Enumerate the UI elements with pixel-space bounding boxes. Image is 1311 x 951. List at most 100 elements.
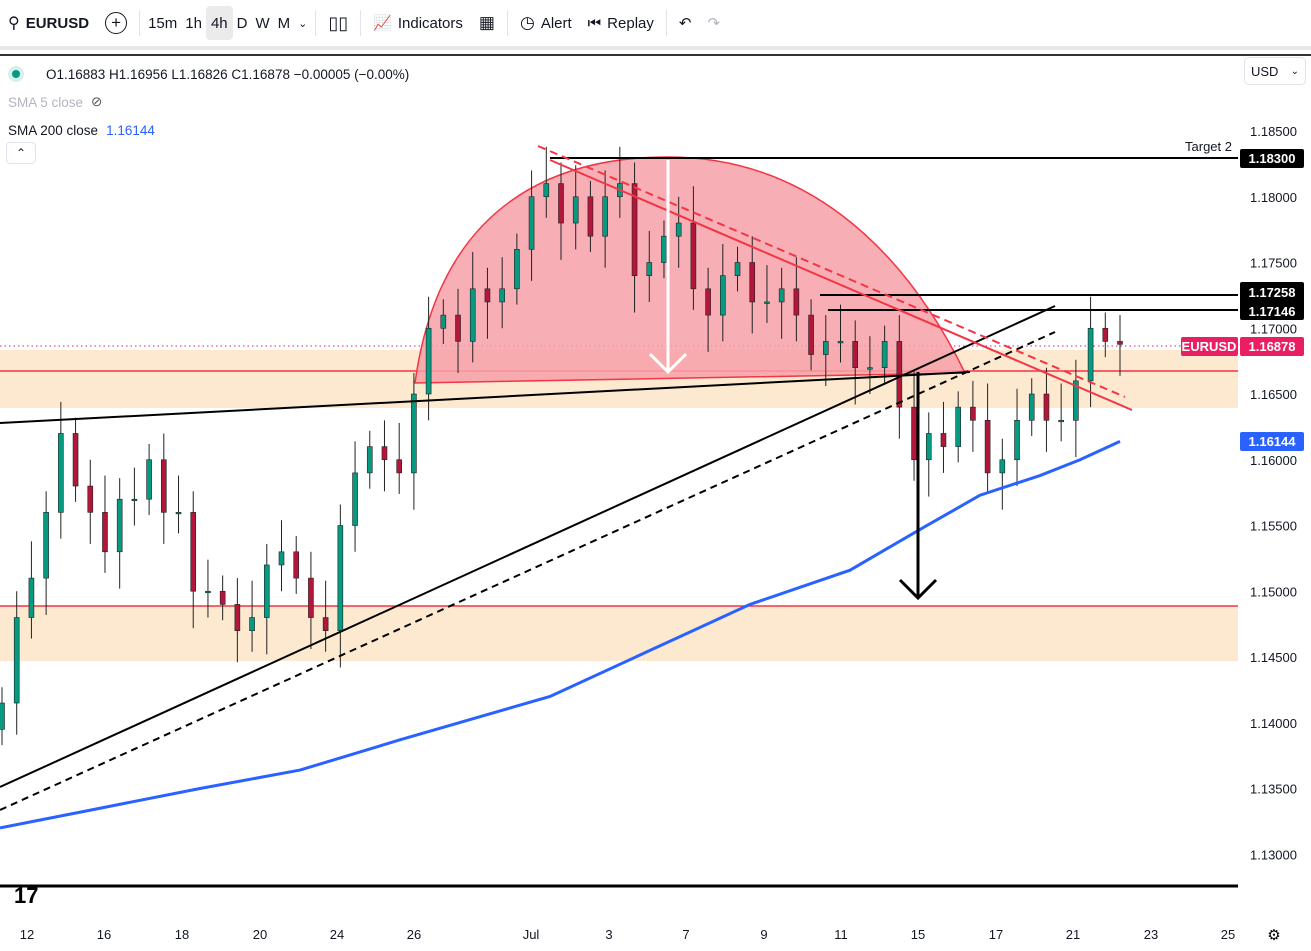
indicators-button[interactable]: 📈 Indicators xyxy=(365,6,471,40)
drawings xyxy=(0,145,1238,888)
indicators-label: Indicators xyxy=(397,14,463,32)
x-tick-label: 23 xyxy=(1144,927,1158,942)
candle-down xyxy=(102,512,108,553)
candle-up xyxy=(881,341,888,368)
y-tick-label: 1.16000 xyxy=(1250,453,1297,468)
redo-icon: ↷ xyxy=(707,15,721,32)
candle-down xyxy=(381,446,388,461)
candle-down xyxy=(587,196,594,237)
search-icon: ⚲ xyxy=(8,15,20,32)
candle-up xyxy=(425,327,432,395)
settings-gear-icon[interactable]: ⚙ xyxy=(1267,927,1280,944)
rewind-icon: ⏮ xyxy=(587,14,602,32)
interval-dropdown[interactable]: ⌄ xyxy=(294,6,311,40)
y-tick-label: 1.13500 xyxy=(1250,782,1297,797)
candle-up xyxy=(720,275,726,316)
candle-down xyxy=(322,617,329,631)
price-tag xyxy=(1240,149,1304,168)
undo-button[interactable]: ↶ xyxy=(671,6,700,40)
candle-down xyxy=(1102,327,1109,342)
currency-select[interactable]: USD ⌄ xyxy=(1244,57,1306,85)
interval-d[interactable]: D xyxy=(236,14,248,32)
x-tick-label: 16 xyxy=(97,927,111,942)
chevron-down-icon: ⌄ xyxy=(1290,65,1299,77)
sma200-value: 1.16144 xyxy=(106,122,155,138)
candle-up xyxy=(867,367,873,370)
market-status-icon xyxy=(8,66,24,82)
symbol-search[interactable]: ⚲ EURUSD xyxy=(0,6,97,40)
eye-off-icon[interactable]: ⊘ xyxy=(91,94,103,109)
redo-button[interactable]: ↷ xyxy=(699,6,728,40)
candle-up xyxy=(925,433,932,461)
sma200-line xyxy=(0,439,1121,830)
interval-4h[interactable]: 4h xyxy=(205,6,233,40)
candle-down xyxy=(234,604,241,632)
candle-up xyxy=(249,617,255,631)
candle-up xyxy=(131,498,138,502)
candle-down xyxy=(219,590,226,605)
currency-label: USD xyxy=(1251,63,1279,79)
candle-down xyxy=(161,459,167,513)
candle-down xyxy=(190,512,197,592)
sma5-label[interactable]: SMA 5 close xyxy=(8,94,84,110)
candle-down xyxy=(852,341,859,368)
candle-up xyxy=(352,472,358,526)
candle-down xyxy=(87,485,94,513)
candle-up xyxy=(0,702,5,730)
candle-up xyxy=(43,512,49,579)
candle-up xyxy=(646,262,653,276)
x-tick-label: 11 xyxy=(834,927,848,942)
layouts-button[interactable]: ▦ xyxy=(471,6,503,40)
ohlc-values: O1.16883 H1.16956 L1.16826 C1.16878 −0.0… xyxy=(46,66,410,82)
candle-up xyxy=(734,262,741,276)
alert-button[interactable]: ◷ Alert xyxy=(512,6,580,40)
candle-up xyxy=(543,183,550,198)
replay-button[interactable]: ⏮ Replay xyxy=(580,6,662,40)
symbol-tag xyxy=(1181,337,1238,356)
interval-1h[interactable]: 1h xyxy=(185,14,202,32)
x-tick-label: 15 xyxy=(911,927,925,942)
candle-up xyxy=(572,196,579,224)
price-axis[interactable] xyxy=(1238,56,1311,951)
candle-up xyxy=(411,393,417,474)
candle-up xyxy=(278,551,285,566)
candle-up xyxy=(58,433,64,513)
interval-15m[interactable]: 15m xyxy=(148,14,178,32)
chart-type-button[interactable]: ▯▯ xyxy=(320,6,356,40)
collapse-legend-button[interactable]: ⌃ xyxy=(6,142,36,164)
replay-label: Replay xyxy=(607,14,654,32)
candle-down xyxy=(1117,341,1123,345)
candles xyxy=(0,146,1123,746)
sma200-label[interactable]: SMA 200 close xyxy=(8,122,99,138)
price-tag-label: 1.17146 xyxy=(1249,304,1296,319)
alert-label: Alert xyxy=(540,14,572,32)
candle-up xyxy=(205,590,211,594)
x-tick-label: 17 xyxy=(989,927,1003,942)
candle-up xyxy=(440,314,447,329)
undo-icon: ↶ xyxy=(678,15,692,32)
candle-up xyxy=(1028,393,1035,421)
candle-up xyxy=(499,288,505,303)
candle-down xyxy=(690,222,697,290)
rising-trendline xyxy=(0,305,1056,788)
rising-trendline-dashed xyxy=(0,331,1056,811)
x-tick-label: 24 xyxy=(330,927,344,942)
plus-circle-icon: + xyxy=(105,12,128,34)
price-tag-label: 1.18300 xyxy=(1249,151,1296,166)
interval-m[interactable]: M xyxy=(277,14,291,32)
interval-w[interactable]: W xyxy=(255,14,270,32)
y-tick-label: 1.18500 xyxy=(1250,124,1297,139)
y-tick-label: 1.18000 xyxy=(1250,190,1297,205)
x-tick-label: Jul xyxy=(523,927,540,942)
candle-up xyxy=(602,196,608,237)
y-tick-label: 1.17000 xyxy=(1250,321,1297,336)
candle-up xyxy=(1058,419,1064,423)
candle-up xyxy=(263,564,270,618)
compare-button[interactable]: + xyxy=(97,6,135,40)
candle-up xyxy=(337,525,344,631)
current-price-label: 1.16878 xyxy=(1249,339,1296,354)
candle-up xyxy=(661,235,667,263)
symbol-tag-label: EURUSD xyxy=(1182,339,1237,354)
candle-down xyxy=(558,183,564,224)
